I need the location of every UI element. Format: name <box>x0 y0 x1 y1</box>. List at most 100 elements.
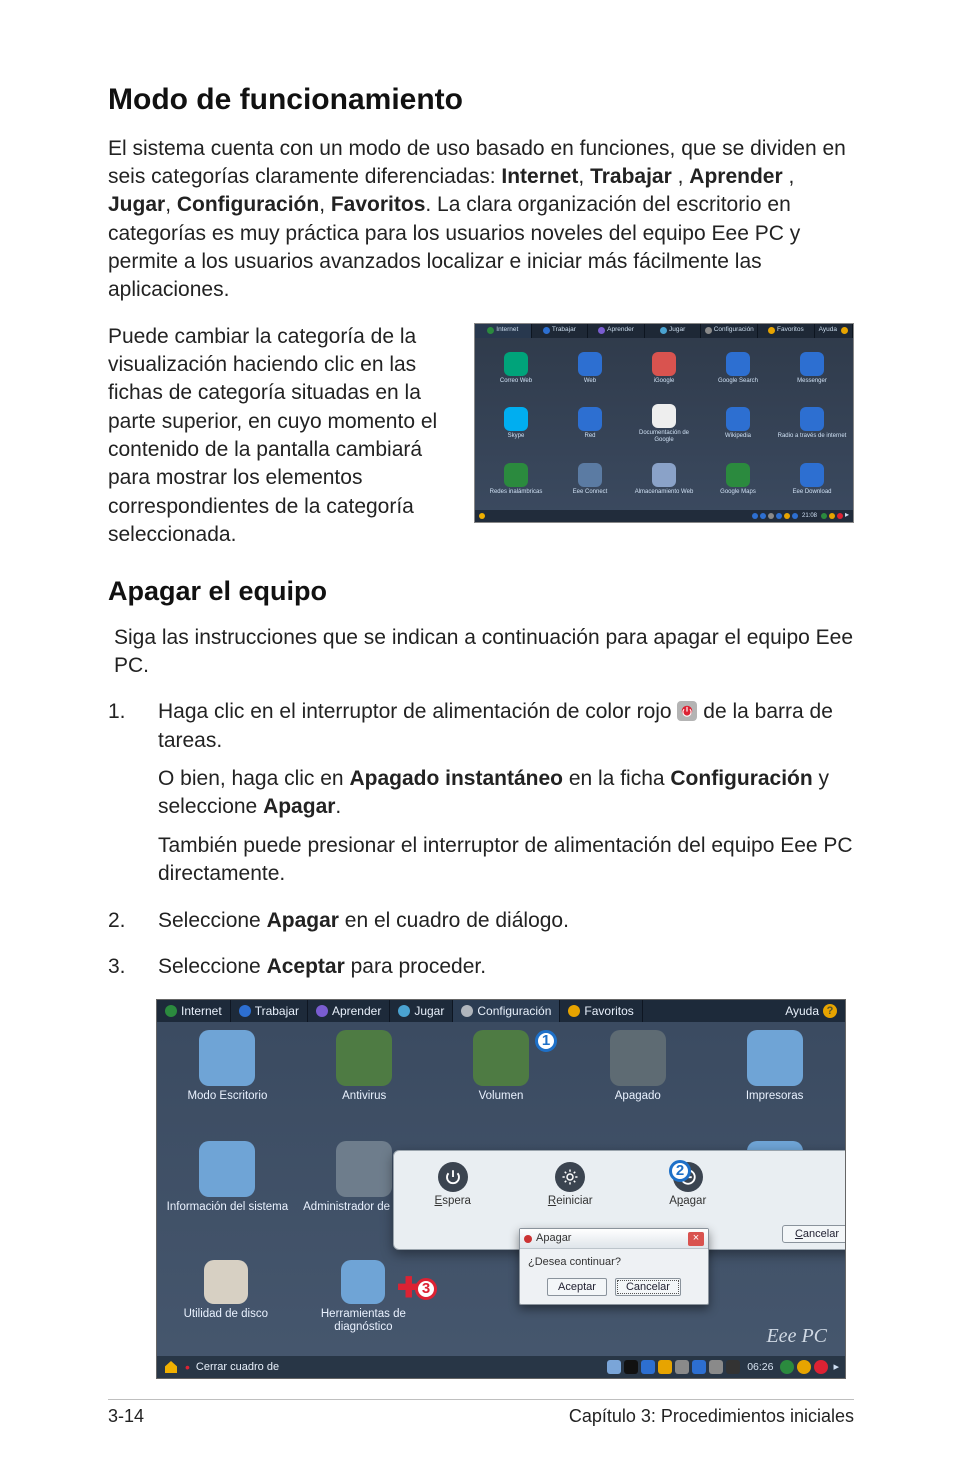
mini-tab-jugar[interactable]: Jugar <box>645 324 702 338</box>
app-apagado[interactable]: Apagado <box>569 1030 706 1141</box>
tray-icon <box>768 513 774 519</box>
mini-app-skype[interactable]: Skype <box>481 397 551 450</box>
tray-icon <box>760 513 766 519</box>
dialog-cancel-button[interactable]: Cancelar <box>615 1278 681 1296</box>
tray-icon[interactable] <box>658 1360 672 1374</box>
mini-app-eee-download[interactable]: Eee Download <box>777 452 847 505</box>
cat-jugar: Jugar <box>108 193 165 216</box>
tab-aprender[interactable]: Aprender <box>308 1000 390 1022</box>
tray-icon <box>784 513 790 519</box>
tab-jugar[interactable]: Jugar <box>390 1000 453 1022</box>
tab-configuración[interactable]: Configuración <box>453 1000 560 1022</box>
mini-app-eee-connect[interactable]: Eee Connect <box>555 452 625 505</box>
shutdown-option-espera[interactable]: Espera <box>394 1151 512 1221</box>
shutdown-cancel-cell[interactable] <box>747 1151 847 1221</box>
taskbar-power-icon[interactable] <box>814 1360 828 1374</box>
tab-internet[interactable]: Internet <box>157 1000 231 1022</box>
tray-icon <box>792 513 798 519</box>
mini-tab-configuración[interactable]: Configuración <box>701 324 758 338</box>
tray-icon[interactable] <box>726 1360 740 1374</box>
mini-app-radio-a-través-de-internet[interactable]: Radio a través de internet <box>777 397 847 450</box>
tab-favoritos[interactable]: Favoritos <box>560 1000 642 1022</box>
screenshot-internet-tab: InternetTrabajarAprenderJugarConfiguraci… <box>474 323 854 523</box>
heading-apagar: Apagar el equipo <box>108 573 854 609</box>
app-modo-escritorio[interactable]: Modo Escritorio <box>159 1030 296 1141</box>
close-icon[interactable]: × <box>688 1232 704 1246</box>
shutdown-option-apagar[interactable]: Apagar <box>629 1151 747 1221</box>
tray-icon[interactable] <box>709 1360 723 1374</box>
mini-tab-aprender[interactable]: Aprender <box>588 324 645 338</box>
mini-app-almacenamiento-web[interactable]: Almacenamiento Web <box>629 452 699 505</box>
dialog-icon <box>524 1235 532 1243</box>
step1-line3: También puede presionar el interruptor d… <box>158 832 854 889</box>
mini-app-documentación-de-google[interactable]: Documentación de Google <box>629 397 699 450</box>
cat-aprender: Aprender <box>689 165 782 188</box>
tab-trabajar[interactable]: Trabajar <box>231 1000 308 1022</box>
step3: Seleccione Aceptar para proceder. <box>158 953 486 981</box>
watermark: Eee PC <box>766 1323 827 1350</box>
cat-config: Configuración <box>177 193 319 216</box>
tray-icon <box>776 513 782 519</box>
step1-line2: O bien, haga clic en Apagado instantáneo… <box>158 765 854 822</box>
tray-expand-icon[interactable]: ▸ <box>833 1360 839 1375</box>
screenshot-shutdown: InternetTrabajarAprenderJugarConfiguraci… <box>156 999 846 1379</box>
app-información-del-sistema[interactable]: Información del sistema <box>159 1141 296 1252</box>
cat-fav: Favoritos <box>331 193 426 216</box>
help-link[interactable]: Ayuda ? <box>785 1000 845 1022</box>
para-shutdown-intro: Siga las instrucciones que se indican a … <box>114 624 854 681</box>
mini-app-messenger[interactable]: Messenger <box>777 342 847 395</box>
dialog-body: ¿Desea continuar? <box>520 1249 708 1272</box>
step-num-3: 3. <box>108 953 130 981</box>
taskbar-clock: 06:26 <box>747 1360 773 1374</box>
footer-chapter: Capítulo 3: Procedimientos iniciales <box>569 1404 854 1428</box>
tray-icon[interactable] <box>675 1360 689 1374</box>
dialog-ok-button[interactable]: Aceptar <box>547 1278 607 1296</box>
footer-page: 3-14 <box>108 1404 144 1428</box>
mini-app-wikipedia[interactable]: Wikipedia <box>703 397 773 450</box>
help-icon: ? <box>823 1004 837 1018</box>
tray-icon[interactable] <box>692 1360 706 1374</box>
mini-help[interactable]: Ayuda <box>815 324 853 338</box>
home-icon[interactable] <box>163 1359 179 1375</box>
power-icon <box>677 701 697 721</box>
tray-power-icon <box>837 513 843 519</box>
cat-internet: Internet <box>501 165 578 188</box>
sm-cancel-rest: ancelar <box>803 1228 839 1240</box>
dialog-title: Apagar <box>536 1231 571 1246</box>
app-impresoras[interactable]: Impresoras <box>706 1030 843 1141</box>
mini-app-correo-web[interactable]: Correo Web <box>481 342 551 395</box>
para-intro: El sistema cuenta con un modo de uso bas… <box>108 135 854 305</box>
tray-icon[interactable] <box>624 1360 638 1374</box>
heading-modo: Modo de funcionamiento <box>108 80 854 121</box>
tray-icon[interactable] <box>641 1360 655 1374</box>
shutdown-menu-cancel-button[interactable]: Cancelar <box>782 1225 846 1243</box>
mini-clock: 21:08 <box>802 512 817 520</box>
mini-tab-internet[interactable]: Internet <box>475 324 532 338</box>
mini-app-redes-inalámbricas[interactable]: Redes inalámbricas <box>481 452 551 505</box>
tray-icon[interactable] <box>607 1360 621 1374</box>
mini-app-web[interactable]: Web <box>555 342 625 395</box>
mini-app-igoogle[interactable]: iGoogle <box>629 342 699 395</box>
mini-app-google-maps[interactable]: Google Maps <box>703 452 773 505</box>
mini-tab-trabajar[interactable]: Trabajar <box>532 324 589 338</box>
taskbar-bullet-icon: • <box>185 1358 190 1377</box>
step2: Seleccione Apagar en el cuadro de diálog… <box>158 907 569 935</box>
taskbar-text[interactable]: Cerrar cuadro de <box>196 1360 279 1375</box>
tray-icon <box>829 513 835 519</box>
shutdown-option-reiniciar[interactable]: Reiniciar <box>512 1151 630 1221</box>
para-change-cat: Puede cambiar la categoría de la visuali… <box>108 323 462 550</box>
app-antivirus[interactable]: Antivirus <box>296 1030 433 1141</box>
mini-app-red[interactable]: Red <box>555 397 625 450</box>
mini-app-google-search[interactable]: Google Search <box>703 342 773 395</box>
mini-tab-favoritos[interactable]: Favoritos <box>758 324 815 338</box>
step-num-1: 1. <box>108 698 130 726</box>
cat-trabajar: Trabajar <box>590 165 672 188</box>
home-icon <box>479 513 485 519</box>
app-utilidad-de-disco[interactable]: Utilidad de disco <box>157 1260 295 1333</box>
confirm-dialog: Apagar × ¿Desea continuar? Aceptar Cance… <box>519 1228 709 1305</box>
tray-icon[interactable] <box>797 1360 811 1374</box>
tray-icon <box>752 513 758 519</box>
step-num-2: 2. <box>108 907 130 935</box>
tray-icon <box>821 513 827 519</box>
tray-icon[interactable] <box>780 1360 794 1374</box>
